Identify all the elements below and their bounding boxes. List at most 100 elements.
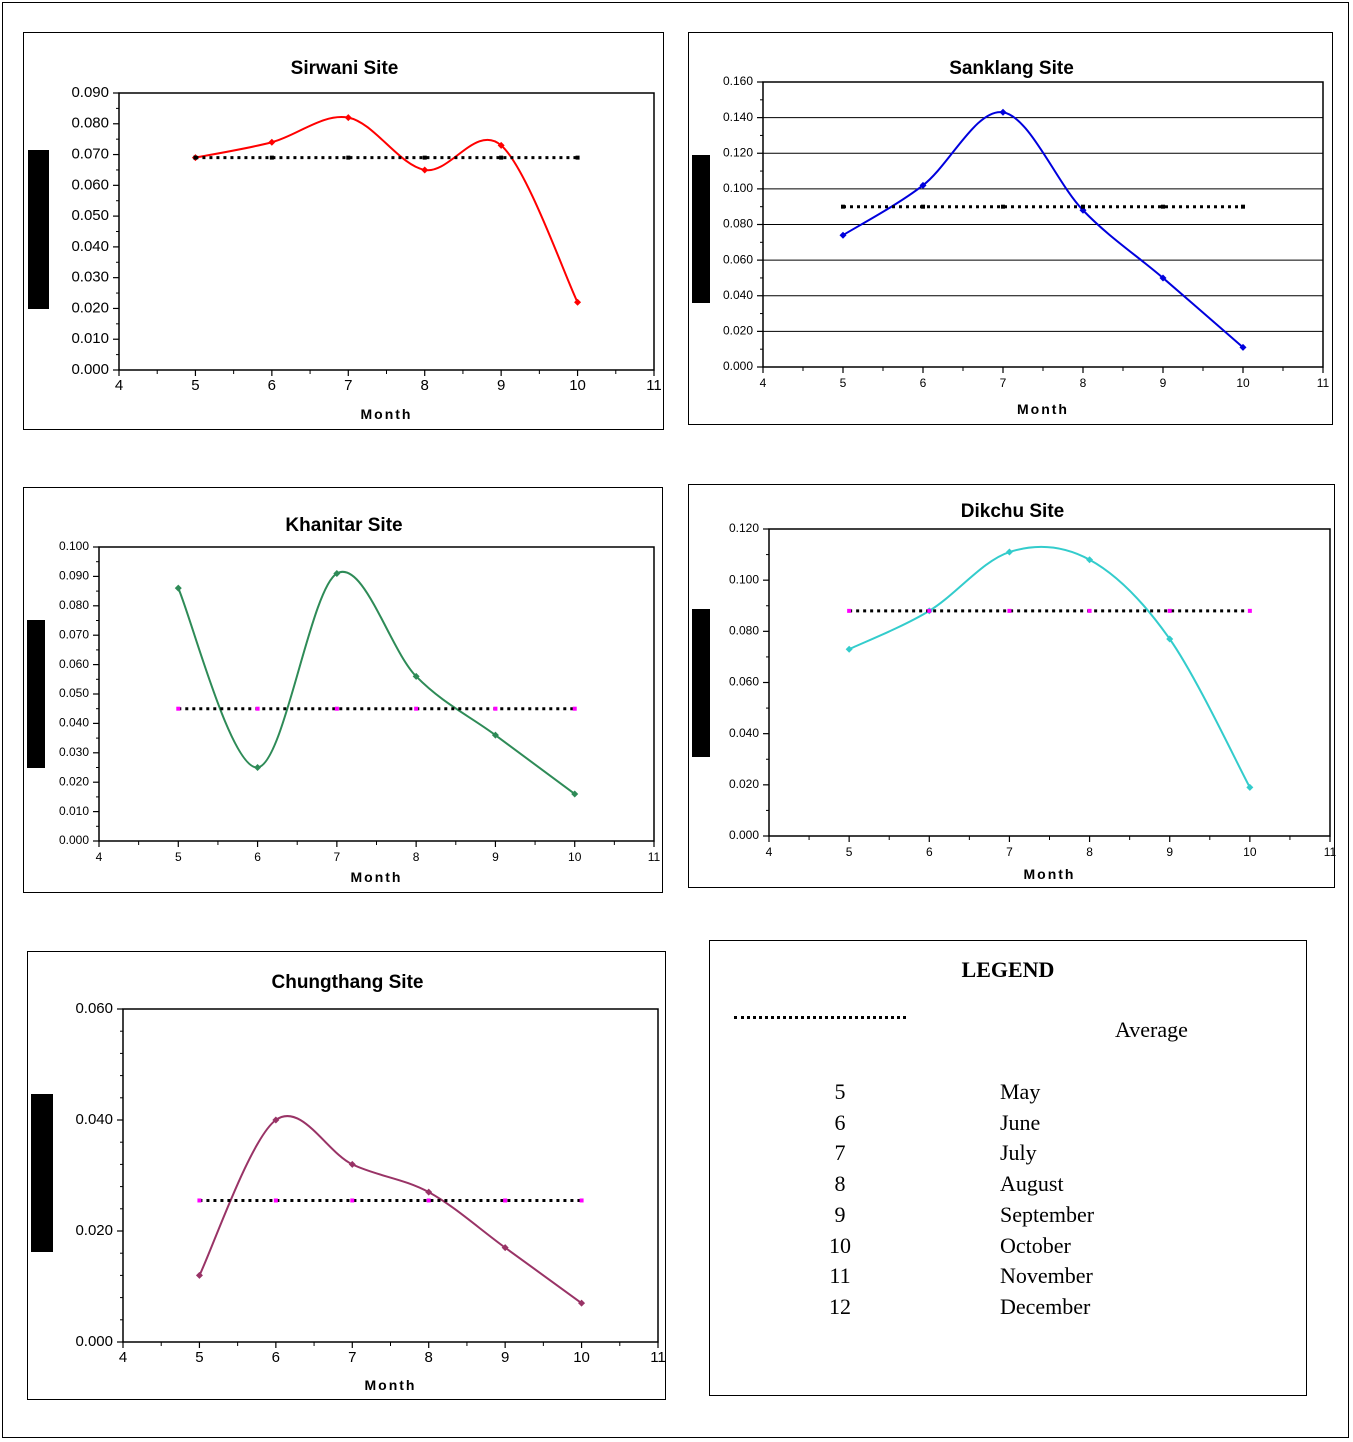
chungthang-series-line [198, 1115, 583, 1304]
khanitar-data-point [174, 584, 182, 592]
legend-month-number: 10 [829, 1232, 851, 1258]
khanitar-y-tick-label: 0.090 [59, 569, 89, 583]
khanitar-y-tick-label: 0.100 [59, 539, 89, 553]
dikchu-chart-svg: Dikchu Site 0.000 0.020 0.040 0.060 0.080 0.10… [729, 501, 1337, 882]
khanitar-y-tick-label: 0.040 [59, 716, 89, 730]
chungthang-average-point [426, 1198, 431, 1203]
khanitar-plot-area [98, 546, 655, 842]
dikchu-x-tick-label: 4 [766, 845, 773, 859]
dikchu-chart-panel: Dikchu Site 0.000 0.020 0.040 0.060 0.080 0.10… [688, 484, 1337, 888]
sirwani-data-point [268, 138, 276, 146]
sirwani-y-tick-label: 0.050 [71, 207, 109, 224]
khanitar-y-tick-label: 0.080 [59, 598, 89, 612]
sirwani-y-tick-label: 0.020 [71, 299, 109, 316]
dikchu-average-point [847, 608, 852, 613]
khanitar-x-tick-label: 11 [648, 850, 661, 864]
sirwani-x-tick-label: 7 [344, 377, 352, 394]
legend-month-name: July [1000, 1140, 1037, 1166]
sanklang-chart-panel: Sanklang Site 0.000 0.020 0.040 0.060 0.080 0.… [688, 32, 1333, 425]
sanklang-data-point [919, 181, 927, 189]
khanitar-data-point [491, 731, 499, 739]
dikchu-plot-area [768, 528, 1331, 837]
chungthang-x-tick-label: 4 [119, 1349, 127, 1366]
sanklang-y-tick-label: 0.080 [723, 217, 753, 231]
dikchu-data-point [1005, 548, 1013, 556]
dikchu-x-tick-label: 8 [1086, 845, 1093, 859]
dikchu-y-tick-label: 0.000 [729, 828, 759, 842]
sirwani-average-point [346, 155, 351, 160]
dikchu-x-tick-label: 9 [1166, 845, 1173, 859]
khanitar-y-tick-label: 0.060 [59, 657, 89, 671]
khanitar-x-tick-label: 7 [334, 850, 341, 864]
sanklang-x-tick-label: 9 [1160, 376, 1167, 390]
sirwani-y-tick-label: 0.010 [71, 330, 109, 347]
dikchu-x-tick-label: 11 [1324, 845, 1337, 859]
dikchu-x-tick-label: 5 [846, 845, 853, 859]
sanklang-chart-title: Sanklang Site [949, 58, 1074, 79]
dikchu-average-point [1247, 608, 1252, 613]
khanitar-y-tick-label: 0.070 [59, 627, 89, 641]
legend-month-number: 11 [829, 1263, 851, 1289]
dikchu-y-tick-label: 0.060 [729, 675, 759, 689]
chungthang-average-point [579, 1198, 584, 1203]
chungthang-y-tick-label: 0.020 [75, 1222, 113, 1239]
y-axis-label-redaction-bar [28, 150, 49, 309]
chungthang-x-tick-label: 7 [348, 1349, 356, 1366]
sanklang-average-point [841, 204, 845, 209]
sanklang-y-tick-label: 0.040 [723, 288, 753, 302]
dikchu-data-point [1086, 556, 1094, 564]
sirwani-data-point [421, 166, 429, 174]
khanitar-data-point [412, 672, 420, 680]
chungthang-x-axis-label: Month [365, 1377, 417, 1393]
sirwani-data-point [344, 114, 352, 122]
sanklang-y-tick-label: 0.160 [723, 74, 753, 88]
legend-month-name: September [1000, 1201, 1095, 1227]
dikchu-average-point [927, 608, 932, 613]
khanitar-y-tick-label: 0.030 [59, 745, 89, 759]
chungthang-x-tick-label: 11 [650, 1349, 666, 1366]
sirwani-y-tick-label: 0.030 [71, 269, 109, 286]
chungthang-data-point [425, 1188, 433, 1196]
sirwani-x-axis-label: Month [361, 406, 413, 422]
sirwani-chart-title: Sirwani Site [291, 58, 399, 79]
chungthang-data-point [348, 1160, 356, 1168]
legend-average-label: Average [1115, 1017, 1188, 1042]
legend-average-line-sample [734, 1016, 906, 1019]
khanitar-x-tick-label: 9 [492, 850, 499, 864]
chungthang-x-tick-label: 5 [195, 1349, 203, 1366]
sanklang-average-point [1081, 204, 1085, 209]
dikchu-data-point [1166, 635, 1174, 643]
sanklang-data-point [999, 108, 1007, 116]
chungthang-x-tick-label: 6 [272, 1349, 280, 1366]
khanitar-chart-title: Khanitar Site [285, 515, 402, 536]
sanklang-data-point [1239, 343, 1247, 351]
sirwani-chart-panel: Sirwani Site 0.000 0.010 0.020 0.030 0.040 0.0… [23, 32, 664, 430]
legend-month-number: 12 [829, 1293, 851, 1319]
sanklang-x-tick-label: 11 [1317, 376, 1330, 390]
khanitar-x-tick-label: 5 [175, 850, 182, 864]
khanitar-data-point [571, 790, 579, 798]
sanklang-y-tick-label: 0.100 [723, 181, 753, 195]
y-axis-label-redaction-bar [31, 1094, 53, 1252]
khanitar-average-point [334, 706, 339, 711]
sirwani-plot-area [118, 92, 655, 371]
sirwani-y-tick-label: 0.090 [71, 84, 109, 101]
dikchu-chart-title: Dikchu Site [961, 501, 1064, 522]
dikchu-y-tick-label: 0.080 [729, 624, 759, 638]
legend-month-number: 6 [834, 1109, 846, 1135]
sirwani-data-point [574, 298, 582, 306]
dikchu-y-tick-label: 0.040 [729, 726, 759, 740]
dikchu-y-tick-label: 0.120 [729, 521, 759, 535]
chungthang-y-tick-label: 0.040 [75, 1111, 113, 1128]
chungthang-y-tick-label: 0.060 [75, 1000, 113, 1017]
khanitar-x-axis-label: Month [351, 869, 403, 885]
sirwani-x-tick-label: 5 [191, 377, 199, 394]
dikchu-x-axis-label: Month [1024, 866, 1076, 882]
chungthang-x-tick-label: 8 [425, 1349, 433, 1366]
khanitar-x-tick-label: 10 [568, 850, 582, 864]
dikchu-data-point [845, 645, 853, 653]
legend-month-name: December [1000, 1293, 1091, 1319]
khanitar-average-point [255, 706, 260, 711]
sanklang-series-line [842, 111, 1244, 349]
sanklang-x-tick-label: 7 [1000, 376, 1007, 390]
